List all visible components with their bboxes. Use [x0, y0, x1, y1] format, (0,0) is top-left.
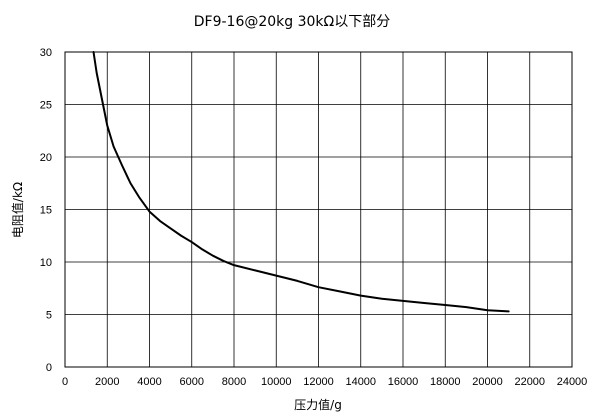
- x-tick-label: 12000: [303, 376, 334, 388]
- x-tick-label: 20000: [472, 376, 503, 388]
- y-tick-label: 0: [46, 362, 52, 374]
- y-tick-label: 30: [40, 47, 52, 59]
- y-tick-label: 5: [46, 310, 52, 322]
- x-tick-label: 14000: [345, 376, 376, 388]
- y-axis-label: 电阻值/kΩ: [10, 182, 25, 238]
- y-tick-label: 15: [40, 205, 52, 217]
- x-tick-label: 6000: [180, 376, 204, 388]
- x-axis-label: 压力值/g: [294, 397, 342, 412]
- chart-title: DF9-16@20kg 30kΩ以下部分: [194, 14, 391, 30]
- y-tick-label: 10: [40, 257, 52, 269]
- y-axis-ticks: 0 5 10 15 20 25 30: [40, 47, 52, 374]
- x-tick-label: 16000: [388, 376, 419, 388]
- y-tick-label: 20: [40, 152, 52, 164]
- x-tick-label: 4000: [137, 376, 161, 388]
- x-tick-label: 2000: [95, 376, 119, 388]
- grid: [65, 52, 572, 367]
- y-tick-label: 25: [40, 100, 52, 112]
- x-tick-label: 10000: [261, 376, 292, 388]
- x-tick-label: 0: [62, 376, 68, 388]
- series-group: [92, 51, 510, 313]
- x-tick-label: 24000: [557, 376, 588, 388]
- series-line: [92, 51, 510, 313]
- x-tick-label: 22000: [514, 376, 545, 388]
- x-axis-ticks: 0 2000 4000 6000 8000 10000 12000 14000 16000 180…: [62, 376, 587, 388]
- x-tick-label: 18000: [430, 376, 461, 388]
- x-tick-label: 8000: [222, 376, 246, 388]
